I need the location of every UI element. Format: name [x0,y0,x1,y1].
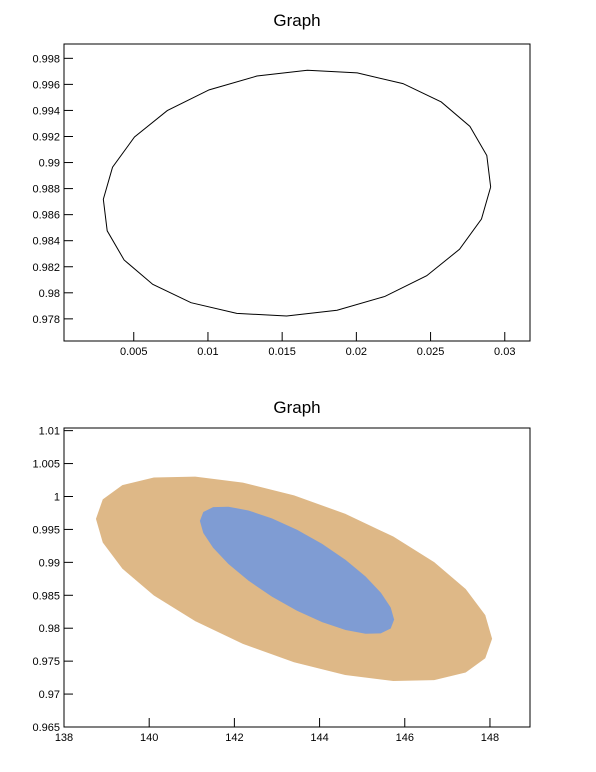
y-tick-label: 0.99 [39,158,60,170]
y-tick-label: 1 [54,491,60,503]
chart-title: Graph [273,398,320,417]
y-tick-label: 0.988 [32,184,60,196]
y-tick-label: 0.994 [32,105,60,117]
x-tick-label: 0.025 [417,346,445,358]
x-tick-label: 0.005 [120,346,148,358]
y-tick-label: 0.965 [32,722,60,734]
y-tick-label: 0.995 [32,524,60,536]
contour-line [102,69,492,317]
y-tick-label: 1.005 [32,459,60,471]
y-tick-label: 0.975 [32,656,60,668]
y-tick-label: 0.978 [32,314,60,326]
plot-frame [63,427,531,728]
y-tick-label: 1.01 [39,426,60,438]
x-tick-label: 146 [396,732,414,744]
y-tick-label: 0.982 [32,262,60,274]
x-tick-label: 0.01 [197,346,218,358]
x-tick-label: 140 [140,732,158,744]
y-tick-label: 0.996 [32,79,60,91]
x-tick-label: 142 [225,732,243,744]
contour-area [199,506,395,634]
y-tick-label: 0.98 [39,623,60,635]
y-tick-label: 0.985 [32,590,60,602]
x-tick-label: 0.03 [494,346,515,358]
y-tick-label: 0.97 [39,689,60,701]
x-tick-label: 148 [481,732,499,744]
x-tick-label: 138 [55,732,73,744]
y-tick-label: 0.98 [39,288,60,300]
chart-title: Graph [273,11,320,30]
y-tick-label: 0.986 [32,210,60,222]
y-tick-label: 0.984 [32,236,60,248]
y-tick-label: 0.998 [32,53,60,65]
x-tick-label: 144 [310,732,328,744]
y-tick-label: 0.99 [39,557,60,569]
plot-frame [63,43,531,342]
x-tick-label: 0.02 [346,346,367,358]
y-tick-label: 0.992 [32,131,60,143]
x-tick-label: 0.015 [268,346,296,358]
